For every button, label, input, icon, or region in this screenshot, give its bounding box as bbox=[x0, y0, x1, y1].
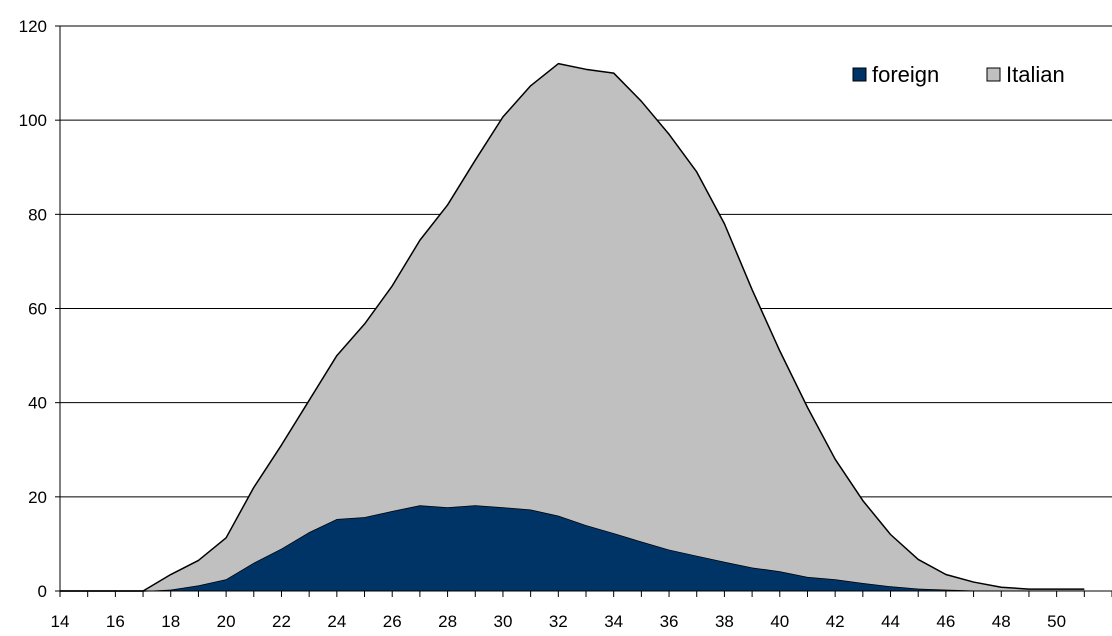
legend-swatch-foreign bbox=[852, 67, 867, 82]
legend-label-foreign: foreign bbox=[872, 62, 939, 87]
x-tick-label-50: 50 bbox=[1047, 612, 1066, 631]
x-tick-label-18: 18 bbox=[161, 612, 180, 631]
x-tick-label-32: 32 bbox=[549, 612, 568, 631]
x-tick-label-40: 40 bbox=[770, 612, 789, 631]
x-tick-label-16: 16 bbox=[106, 612, 125, 631]
legend: foreign Italian bbox=[852, 62, 1065, 87]
x-tick-label-14: 14 bbox=[51, 612, 70, 631]
legend-label-italian: Italian bbox=[1006, 62, 1065, 87]
area-foreign bbox=[60, 505, 1085, 591]
y-tick-label-60: 60 bbox=[28, 300, 47, 319]
x-axis-tick-labels: 14 16 18 20 22 24 26 28 30 32 34 36 38 40 42 44 46 48 50 bbox=[51, 612, 1067, 631]
x-tick-label-22: 22 bbox=[272, 612, 291, 631]
area-series bbox=[60, 62, 1085, 592]
x-tick-label-36: 36 bbox=[660, 612, 679, 631]
x-tick-label-20: 20 bbox=[217, 612, 236, 631]
x-tick-label-44: 44 bbox=[881, 612, 900, 631]
y-tick-label-0: 0 bbox=[38, 582, 47, 601]
x-tick-label-38: 38 bbox=[715, 612, 734, 631]
y-tick-label-20: 20 bbox=[28, 488, 47, 507]
y-axis-tick-labels: 0 20 40 60 80 100 120 bbox=[19, 17, 47, 601]
y-tick-label-80: 80 bbox=[28, 205, 47, 224]
x-tick-label-48: 48 bbox=[992, 612, 1011, 631]
y-tick-label-120: 120 bbox=[19, 17, 47, 36]
area-italian bbox=[60, 63, 1085, 592]
legend-swatch-italian bbox=[986, 67, 1001, 82]
x-tick-label-34: 34 bbox=[604, 612, 623, 631]
x-tick-label-42: 42 bbox=[826, 612, 845, 631]
y-tick-label-40: 40 bbox=[28, 394, 47, 413]
x-tick-label-24: 24 bbox=[327, 612, 346, 631]
x-tick-label-46: 46 bbox=[936, 612, 955, 631]
x-tick-label-28: 28 bbox=[438, 612, 457, 631]
area-outline-italian bbox=[60, 62, 1085, 592]
x-tick-label-30: 30 bbox=[493, 612, 512, 631]
axes bbox=[55, 25, 1112, 597]
x-tick-label-26: 26 bbox=[383, 612, 402, 631]
y-tick-label-100: 100 bbox=[19, 111, 47, 130]
